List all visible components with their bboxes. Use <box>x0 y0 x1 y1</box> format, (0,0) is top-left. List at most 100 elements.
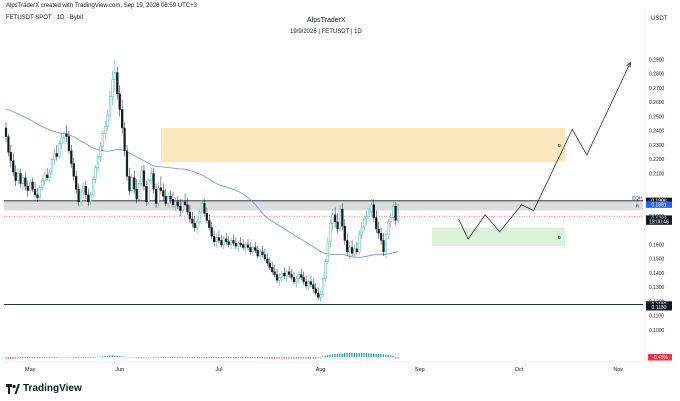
candle <box>72 157 75 181</box>
candle-body <box>384 234 388 252</box>
indicator-bar <box>252 357 254 359</box>
candle <box>198 209 201 225</box>
candle-body <box>372 204 375 218</box>
candle <box>246 238 250 251</box>
indicator-bar <box>46 357 48 358</box>
candle-body <box>198 211 201 223</box>
candle <box>321 275 325 298</box>
candle <box>232 234 235 247</box>
indicator-bar <box>360 353 363 357</box>
indicator-bar <box>208 357 210 359</box>
indicator-bar <box>397 357 399 359</box>
candle-body <box>321 278 325 295</box>
candle-body <box>338 208 342 230</box>
indicator-bar <box>89 357 92 358</box>
candle <box>113 59 116 91</box>
candle-body <box>113 72 116 80</box>
candle-body <box>200 203 204 213</box>
candle-body <box>288 271 291 275</box>
candle-body <box>118 93 121 110</box>
candle-body <box>389 217 392 223</box>
y-tick-label: 0.1000 <box>649 328 665 334</box>
price-label-tag: EQH <box>632 195 642 200</box>
candle <box>237 240 240 252</box>
candle <box>145 180 148 207</box>
candle <box>7 133 10 157</box>
candle <box>268 257 271 271</box>
y-tick-label: 0.1400 <box>649 271 665 277</box>
indicator-bar <box>12 357 14 359</box>
candle-body <box>234 243 237 247</box>
candle-body <box>295 278 298 282</box>
x-tick-label: Jun <box>115 367 124 373</box>
indicator-bar <box>394 357 397 359</box>
candle <box>343 219 346 245</box>
candle-body <box>186 204 189 213</box>
candle <box>217 230 221 244</box>
indicator-bar <box>106 355 109 357</box>
candle <box>101 130 104 151</box>
indicator-bar <box>290 357 293 359</box>
candle-body <box>174 201 177 206</box>
candle <box>191 211 194 228</box>
candle <box>249 241 252 255</box>
candle <box>9 145 12 168</box>
candle-body <box>70 150 73 164</box>
candle <box>157 183 160 207</box>
indicator-bar <box>174 357 176 358</box>
indicator-bar <box>26 357 29 359</box>
candle-body <box>33 188 37 196</box>
candle <box>384 230 388 259</box>
y-tick-label: 0.1100 <box>649 314 664 320</box>
candle <box>104 120 107 141</box>
candle <box>263 248 267 262</box>
candle-body <box>261 251 264 255</box>
price-labels-layer: 0.1908EQH0.18810.178318:00:460.11800.118… <box>632 195 672 311</box>
candle <box>29 179 32 194</box>
candle-body <box>142 170 146 187</box>
candle <box>121 99 124 134</box>
y-tick-label: 0.2600 <box>649 100 665 106</box>
candle-body <box>232 240 235 244</box>
candle-body <box>55 153 58 157</box>
indicator-bar <box>92 357 94 358</box>
indicator-bar <box>145 357 147 358</box>
indicator-bar <box>201 357 203 359</box>
candle <box>350 240 354 257</box>
candle <box>53 147 56 165</box>
indicator-bar <box>373 353 375 357</box>
indicator-bar <box>254 357 256 359</box>
price-label-badge <box>646 218 672 225</box>
candle <box>261 246 264 258</box>
candle <box>150 167 153 185</box>
indicator-bar <box>189 357 191 359</box>
indicator-bar <box>111 355 113 357</box>
candle <box>75 170 78 194</box>
indicator-bar <box>118 356 121 357</box>
candle-body <box>283 272 286 277</box>
candle-body <box>363 218 366 228</box>
candle-body <box>96 156 100 169</box>
candle <box>183 193 187 207</box>
candle-body <box>21 177 25 184</box>
candle-body <box>46 174 49 178</box>
candle <box>19 169 22 188</box>
candle <box>171 192 175 208</box>
candle-body <box>358 234 361 252</box>
indicator-bar <box>242 357 244 359</box>
price-label-badge <box>646 197 672 205</box>
indicator-bar <box>41 357 43 359</box>
candle-body <box>292 277 296 282</box>
indicator-bar <box>358 353 360 357</box>
lines-layer <box>4 200 643 305</box>
candle <box>266 253 269 266</box>
tradingview-logo[interactable]: TradingView <box>6 383 82 394</box>
candle-body <box>38 187 41 198</box>
candle <box>147 177 150 205</box>
candle <box>152 167 155 194</box>
indicator-bar <box>29 357 31 359</box>
projection-arrow-icon <box>626 61 631 68</box>
indicator-bar <box>75 357 77 358</box>
candle-body <box>394 206 397 221</box>
